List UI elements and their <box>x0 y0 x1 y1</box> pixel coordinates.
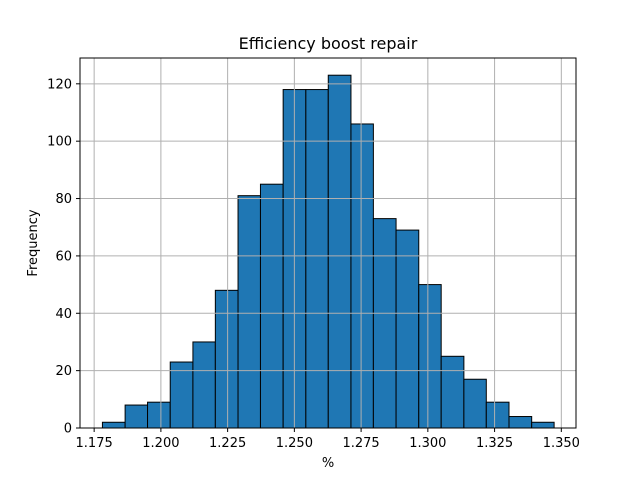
plot-frame <box>79 57 577 429</box>
x-tick-label: 1.225 <box>209 436 246 451</box>
histogram-bar <box>508 416 533 429</box>
histogram-bar <box>192 341 216 429</box>
histogram-bar <box>169 361 194 429</box>
histogram-bar <box>350 123 374 429</box>
x-tick-label: 1.250 <box>276 436 313 451</box>
y-axis-label: Frequency <box>26 209 41 276</box>
y-tick-label: 0 <box>64 422 72 437</box>
x-tick-label: 1.275 <box>342 436 379 451</box>
y-tick-label: 40 <box>55 307 72 322</box>
x-tick-label: 1.300 <box>409 436 446 451</box>
histogram-bar <box>372 218 397 429</box>
histogram-bar <box>463 378 487 429</box>
histogram-bar <box>124 404 149 429</box>
histogram-bar <box>214 289 239 429</box>
x-tick-label: 1.175 <box>76 436 113 451</box>
histogram-bar <box>237 195 261 429</box>
histogram-bar <box>147 401 171 429</box>
x-axis-label: % <box>322 456 334 471</box>
x-tick-label: 1.200 <box>142 436 179 451</box>
y-tick-label: 100 <box>47 135 72 150</box>
y-tick-label: 60 <box>55 249 72 264</box>
histogram-bar <box>259 183 284 429</box>
chart-title: Efficiency boost repair <box>239 34 418 53</box>
histogram-bar <box>305 89 329 429</box>
y-tick-label: 80 <box>55 192 72 207</box>
histogram-bar <box>485 401 510 429</box>
histogram-bar <box>395 229 420 429</box>
x-tick-label: 1.325 <box>476 436 513 451</box>
x-tick-label: 1.350 <box>543 436 580 451</box>
histogram-bars <box>101 74 555 429</box>
x-axis-ticks: 1.175 1.200 1.225 1.250 1.275 1.300 1.325 1.350 <box>76 428 580 451</box>
histogram-bar <box>327 74 352 429</box>
histogram-bar <box>440 355 465 429</box>
histogram-bar <box>418 284 442 429</box>
histogram-bar <box>101 421 126 429</box>
y-tick-label: 20 <box>55 364 72 379</box>
y-tick-label: 120 <box>47 77 72 92</box>
histogram-bar <box>531 421 555 429</box>
y-axis-ticks: 0 20 40 60 80 100 120 <box>47 77 80 437</box>
